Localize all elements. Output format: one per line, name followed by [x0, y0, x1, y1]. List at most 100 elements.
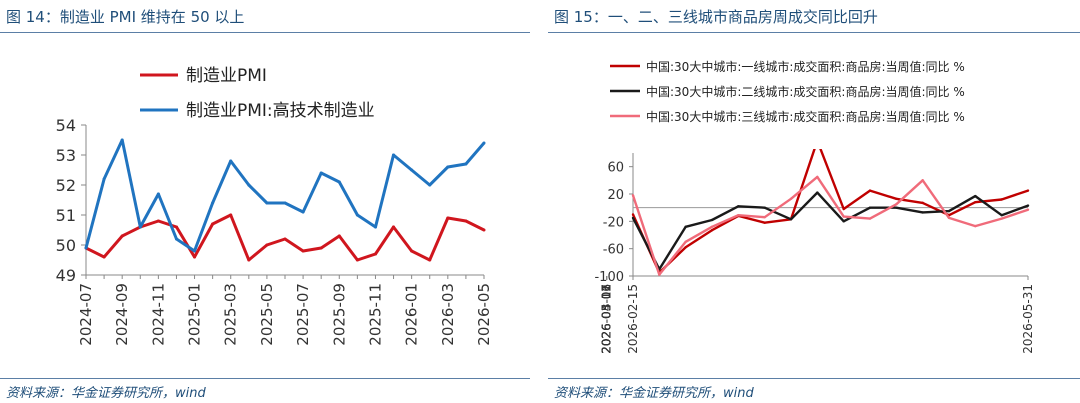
data-point: [156, 219, 160, 223]
data-point: [193, 255, 197, 259]
data-point: [947, 216, 951, 220]
left-title-rule: [0, 32, 530, 33]
data-point: [319, 171, 323, 175]
legend-label-2: 制造业PMI:高技术制造业: [186, 101, 375, 121]
data-point: [229, 213, 233, 217]
data-point: [211, 201, 215, 205]
data-point: [1026, 204, 1030, 207]
y-tick-label: 49: [56, 266, 76, 285]
right-title-rule: [548, 32, 1080, 33]
x-tick-label: 2026-05-01: [600, 284, 614, 354]
data-point: [763, 206, 766, 209]
data-point: [868, 189, 872, 192]
left-source-rule: [0, 378, 530, 379]
legend-label-2: 中国:30大中城市:二线城市:成交面积:商品房:当周值:同比 %: [646, 84, 965, 99]
left-chart-title: 图 14：制造业 PMI 维持在 50 以上: [6, 8, 245, 26]
x-tick-label: 2026-03-17: [600, 284, 614, 354]
data-point: [1000, 198, 1003, 201]
data-point: [816, 175, 819, 179]
right-chart-title: 图 15：一、二、三线城市商品房周成交同比回升: [554, 8, 878, 26]
y-tick-label: -20: [603, 215, 624, 230]
data-point: [373, 225, 377, 229]
data-point: [193, 249, 197, 253]
data-point: [410, 249, 414, 253]
data-point: [355, 213, 359, 217]
legend-label-3: 中国:30大中城市:三线城市:成交面积:商品房:当周值:同比 %: [646, 109, 965, 124]
data-point: [482, 141, 486, 145]
data-point: [482, 228, 486, 232]
data-point: [174, 225, 178, 229]
data-point: [392, 153, 396, 157]
data-point: [710, 229, 714, 232]
data-point: [355, 258, 359, 262]
data-point: [1000, 217, 1003, 220]
data-point: [410, 168, 414, 172]
data-point: [816, 191, 819, 194]
data-point: [842, 207, 845, 211]
y-tick-label: 53: [56, 146, 76, 165]
data-point: [120, 138, 124, 142]
y-tick-label: 60: [607, 161, 624, 176]
data-point: [921, 211, 924, 214]
data-point: [102, 255, 106, 259]
data-point: [868, 217, 872, 220]
y-tick-label: -60: [603, 243, 624, 258]
data-point: [921, 179, 924, 182]
data-point: [301, 249, 305, 253]
data-point: [265, 243, 269, 247]
data-point: [842, 220, 845, 223]
data-point: [684, 246, 687, 249]
data-point: [921, 201, 924, 205]
data-point: [211, 222, 215, 226]
x-tick-label: 2026-05-16: [600, 284, 614, 354]
x-tick-label: 2024-11: [149, 283, 167, 346]
data-point: [283, 201, 287, 205]
data-point: [120, 234, 124, 238]
x-tick-label: 2026-04-01: [600, 284, 614, 354]
data-point: [737, 213, 740, 217]
data-point: [895, 203, 898, 206]
data-point: [684, 240, 687, 244]
data-point: [895, 206, 898, 209]
y-tick-label: 52: [56, 176, 76, 195]
right-source-rule: [548, 378, 1080, 379]
x-tick-label: 2026-03: [439, 283, 457, 346]
data-point: [710, 225, 714, 228]
x-tick-label: 2026-05-31: [1021, 284, 1035, 354]
data-point: [464, 162, 468, 166]
data-point: [974, 224, 977, 228]
x-tick-label: 2025-01: [186, 283, 204, 346]
x-tick-label: 2026-02-15: [626, 284, 640, 354]
data-point: [283, 237, 287, 241]
data-point: [373, 252, 377, 256]
series-line-3: [631, 175, 1029, 276]
data-point: [895, 197, 898, 200]
data-point: [658, 273, 661, 276]
series-line-2: [631, 191, 1029, 271]
data-point: [265, 201, 269, 205]
data-point: [763, 221, 766, 224]
y-tick-label: 54: [56, 116, 76, 135]
legend-label-1: 制造业PMI: [186, 66, 267, 86]
data-point: [631, 194, 635, 197]
data-point: [710, 218, 714, 222]
data-point: [974, 201, 977, 204]
data-point: [319, 246, 323, 250]
data-point: [868, 206, 872, 209]
x-tick-label: 2024-07: [77, 283, 95, 346]
data-point: [684, 225, 687, 228]
x-tick-label: 2024-09: [113, 283, 131, 346]
left-source-note: 资料来源：华金证券研究所，wind: [6, 386, 206, 401]
data-point: [301, 210, 305, 214]
right-panel: 图 15：一、二、三线城市商品房周成交同比回升 -100 -60 -20 20 60 20…: [548, 0, 1080, 403]
data-point: [229, 159, 233, 163]
right-chart-svg: -100-60-2020602026-02-152026-03-022026-0…: [594, 59, 1035, 354]
x-tick-label: 2026-03-02: [600, 284, 614, 354]
y-tick-label: 50: [56, 236, 76, 255]
y-tick-label: 51: [56, 206, 76, 225]
x-tick-label: 2026-05: [475, 283, 493, 346]
data-point: [789, 197, 793, 200]
x-tick-label: 2026-01: [403, 283, 421, 346]
x-tick-label: 2025-05: [258, 283, 276, 346]
data-point: [84, 246, 88, 250]
